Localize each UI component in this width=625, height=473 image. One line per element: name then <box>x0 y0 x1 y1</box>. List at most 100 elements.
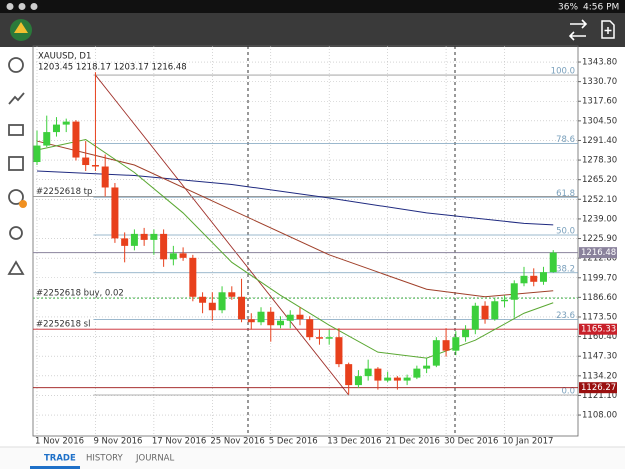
price-line-label: #2252618 buy, 0.02 <box>36 289 124 299</box>
candle-body <box>247 319 255 323</box>
candle-body <box>150 233 158 240</box>
new-order-button[interactable] <box>601 20 615 39</box>
x-tick-label: 30 Dec 2016 <box>444 437 498 447</box>
candle-body <box>315 337 323 339</box>
clock: 4:56 PM <box>583 3 619 13</box>
candle-body <box>413 368 421 378</box>
y-tick-label: 1121.10 <box>582 391 617 401</box>
x-tick-label: 10 Jan 2017 <box>503 437 554 447</box>
quotes-icon[interactable] <box>8 57 24 73</box>
y-tick-label: 1186.60 <box>582 293 617 303</box>
candle-body <box>510 283 518 300</box>
candle-body <box>286 314 294 321</box>
tab-trade[interactable]: TRADE <box>44 454 76 464</box>
candle-body <box>91 165 99 167</box>
ohlc-readout: 1203.45 1218.17 1203.17 1216.48 <box>38 63 187 73</box>
fibo-label: 78.6 <box>556 135 575 145</box>
candle-body <box>374 368 382 381</box>
fibo-label: 100.0 <box>551 67 575 77</box>
fibo-label: 50.0 <box>556 227 575 237</box>
candle-body <box>549 252 557 273</box>
x-tick-label: 25 Nov 2016 <box>210 437 264 447</box>
y-tick-label: 1173.50 <box>582 312 617 322</box>
candle-body <box>101 166 109 188</box>
y-tick-label: 1317.60 <box>582 97 617 107</box>
x-tick-label: 9 Nov 2016 <box>93 437 142 447</box>
trade-button[interactable] <box>568 19 588 41</box>
tab-history[interactable]: HISTORY <box>86 454 124 464</box>
y-tick-label: 1265.20 <box>582 175 617 185</box>
candle-body <box>179 253 187 258</box>
candle-body <box>189 257 197 297</box>
x-tick-label: 5 Dec 2016 <box>269 437 318 447</box>
price-tag-label: 1216.48 <box>581 248 616 258</box>
y-tick-label: 1160.40 <box>582 332 617 342</box>
fibo-label: 38.2 <box>556 264 575 274</box>
candle-body <box>228 292 236 297</box>
candle-body <box>140 233 148 240</box>
y-tick-label: 1291.40 <box>582 136 617 146</box>
candle-body <box>111 187 119 239</box>
candle-body <box>238 296 246 320</box>
moving-average <box>36 139 554 359</box>
price-tag <box>579 382 617 394</box>
candle-body <box>306 319 314 338</box>
candle-body <box>296 314 304 320</box>
y-tick-label: 1147.30 <box>582 352 617 362</box>
candle-body <box>52 124 60 133</box>
community-icon[interactable] <box>7 260 25 275</box>
status-bar <box>0 0 625 13</box>
price-tag <box>579 323 617 335</box>
y-tick-label: 1330.70 <box>582 77 617 87</box>
moving-average <box>36 140 554 298</box>
candle-body <box>43 132 51 146</box>
news-icon[interactable] <box>8 156 24 171</box>
moving-average <box>36 170 554 226</box>
price-tag <box>579 247 617 259</box>
candle-body <box>160 233 168 260</box>
status-icon <box>18 3 26 10</box>
candle-body <box>471 305 479 330</box>
price-tag-label: 1165.33 <box>581 325 616 335</box>
chart-title: XAUUSD, D1 <box>38 52 91 62</box>
y-tick-label: 1343.80 <box>582 58 617 68</box>
candle-body <box>267 311 275 326</box>
y-tick-label: 1304.50 <box>582 116 617 126</box>
candle-body <box>121 238 129 246</box>
chart-icon[interactable] <box>8 92 25 105</box>
chat-badge <box>19 200 27 208</box>
candle-body <box>530 275 538 282</box>
candle-body <box>325 337 333 339</box>
candle-body <box>393 377 401 381</box>
toolbar <box>0 13 625 47</box>
candle-body <box>384 377 392 381</box>
candle-body <box>33 145 41 163</box>
candle-body <box>481 305 489 320</box>
tab-bar <box>0 447 625 469</box>
candle-body <box>354 376 362 386</box>
candle-body <box>539 272 547 282</box>
y-tick-label: 1108.00 <box>582 411 617 421</box>
mail-icon[interactable] <box>8 124 24 136</box>
y-tick-label: 1225.90 <box>582 234 617 244</box>
candle-body <box>208 302 216 311</box>
candle-body <box>432 340 440 366</box>
chat-icon[interactable] <box>8 189 24 205</box>
status-icon <box>30 3 38 10</box>
tab-journal[interactable]: JOURNAL <box>135 454 174 464</box>
candle-body <box>257 311 265 323</box>
candle-body <box>335 337 343 365</box>
battery: 36% <box>558 3 578 13</box>
candle-body <box>218 292 226 311</box>
candle-body <box>169 253 177 260</box>
settings-icon[interactable] <box>9 226 23 240</box>
candle-body <box>423 365 431 369</box>
fibo-trendline <box>95 74 350 396</box>
price-line-label: #2252618 sl <box>36 320 90 330</box>
candle-body <box>403 377 411 381</box>
x-tick-label: 17 Nov 2016 <box>152 437 206 447</box>
candle-body <box>501 299 509 302</box>
fibo-label: 0.0 <box>561 386 575 396</box>
